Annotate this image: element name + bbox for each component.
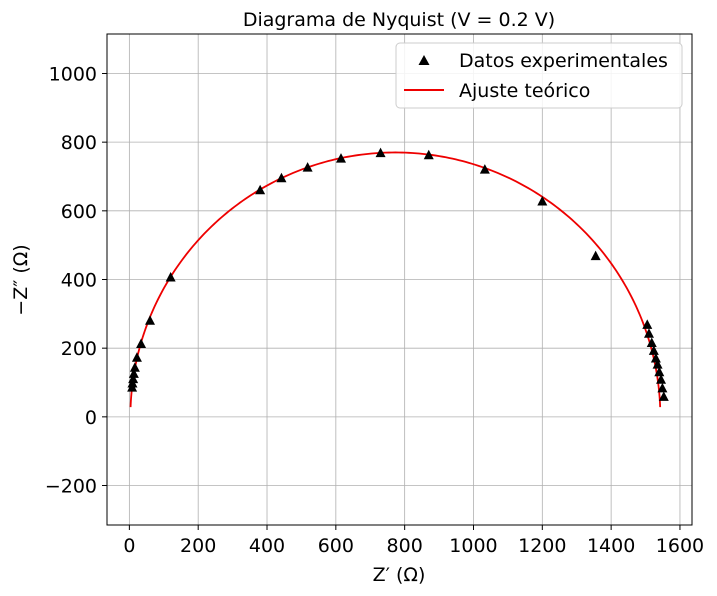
legend-box	[395, 42, 683, 109]
legend: Datos experimentales Ajuste teórico	[395, 42, 683, 109]
data-point-marker	[129, 362, 140, 372]
y-tick-label: 200	[61, 338, 97, 360]
marker-layer	[127, 147, 669, 401]
y-axis-ticks: −200 0 200 400 600 800 1000	[45, 63, 107, 498]
data-point-marker	[656, 374, 667, 384]
legend-label-experimental: Datos experimentales	[459, 50, 668, 72]
x-tick-label: 1600	[656, 535, 704, 557]
data-point-marker	[136, 338, 147, 349]
data-point-marker	[423, 149, 434, 160]
data-point-marker	[131, 352, 142, 362]
y-tick-label: −200	[45, 476, 97, 498]
y-tick-label: 0	[85, 407, 97, 429]
data-point-marker	[165, 271, 176, 282]
data-point-marker	[642, 319, 653, 329]
data-point-marker	[652, 359, 663, 369]
grid	[107, 34, 692, 525]
x-axis-label: Z′ (Ω)	[373, 564, 426, 586]
data-point-marker	[537, 196, 548, 206]
data-point-marker	[654, 366, 665, 377]
data-point-marker	[648, 345, 659, 355]
y-tick-label: 1000	[49, 63, 97, 85]
data-point-marker	[658, 391, 669, 401]
x-tick-label: 400	[249, 535, 285, 557]
y-axis-label: −Z″ (Ω)	[10, 244, 32, 315]
x-tick-label: 1000	[449, 535, 497, 557]
x-tick-label: 1400	[587, 535, 635, 557]
x-tick-label: 1200	[518, 535, 566, 557]
data-point-marker	[336, 153, 346, 163]
data-point-marker	[128, 368, 139, 378]
data-point-marker	[375, 147, 386, 158]
data-point-marker	[276, 172, 287, 183]
x-tick-label: 800	[387, 535, 423, 557]
y-tick-label: 800	[61, 132, 97, 154]
data-point-marker	[657, 382, 668, 393]
data-point-marker	[650, 352, 661, 363]
x-axis-ticks: 0 200 400 600 800 1000 1200 1400 1600	[123, 525, 704, 557]
legend-triangle-marker	[418, 55, 430, 65]
x-tick-label: 0	[123, 535, 135, 557]
data-point-marker	[145, 315, 156, 325]
y-tick-label: 600	[61, 201, 97, 223]
data-point-marker	[302, 162, 313, 172]
legend-label-fit: Ajuste teórico	[459, 80, 590, 102]
y-tick-label: 400	[61, 270, 97, 292]
x-tick-label: 600	[318, 535, 354, 557]
chart-title: Diagrama de Nyquist (V = 0.2 V)	[243, 9, 555, 31]
data-point-marker	[479, 164, 490, 174]
data-point-marker	[128, 373, 139, 384]
data-point-marker	[643, 328, 654, 338]
data-point-marker	[255, 184, 266, 195]
data-point-marker	[590, 250, 601, 261]
x-tick-label: 200	[180, 535, 216, 557]
data-point-marker	[646, 337, 657, 348]
